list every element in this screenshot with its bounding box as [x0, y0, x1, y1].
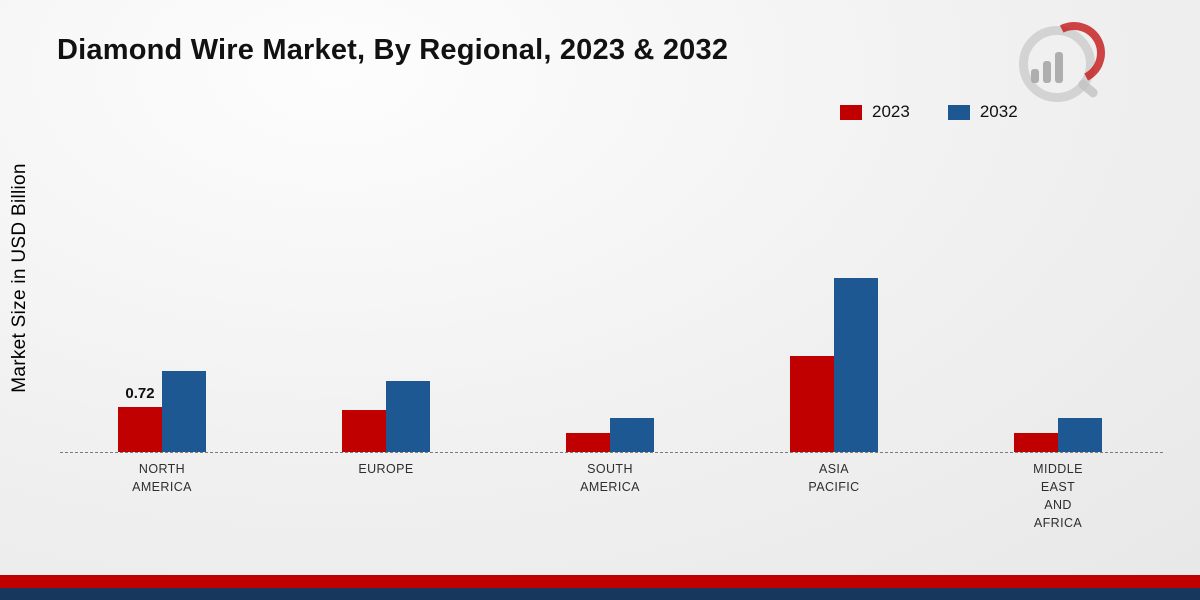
logo-ring [1019, 26, 1095, 102]
bar-2032-south-america [610, 417, 654, 452]
legend: 2023 2032 [840, 102, 1018, 122]
category-label-asia-pacific: ASIA PACIFIC [808, 462, 860, 495]
chart-title: Diamond Wire Market, By Regional, 2023 &… [57, 34, 729, 66]
category-label-south-america: SOUTH AMERICA [580, 462, 640, 495]
value-label-2023-north-america: 0.72 [125, 385, 155, 403]
legend-label-2023: 2023 [872, 102, 910, 121]
footer-navy-stripe [0, 588, 1200, 600]
legend-item-2032: 2032 [947, 102, 1018, 122]
bar-2023-europe [342, 409, 386, 452]
footer-red-stripe [0, 575, 1200, 588]
logo-bar-icon [1043, 61, 1051, 83]
market-research-logo [985, 13, 1114, 107]
logo-bar-icon [1055, 52, 1063, 83]
category-label-north-america: NORTH AMERICA [132, 462, 192, 495]
bar-2023-north-america [118, 407, 162, 452]
legend-label-2032: 2032 [979, 102, 1018, 121]
x-axis-line [60, 452, 1163, 453]
bar-2032-asia-pacific [834, 278, 878, 452]
logo-bar-icon [1031, 69, 1039, 83]
bar-2023-south-america [566, 433, 610, 452]
legend-swatch-2032 [947, 104, 970, 120]
category-label-middle-east-and-africa: MIDDLE EAST AND AFRICA [1033, 462, 1083, 531]
legend-item-2023: 2023 [840, 102, 910, 122]
category-label-europe: EUROPE [358, 462, 414, 476]
bar-2023-middle-east-and-africa [1014, 433, 1058, 452]
bar-2032-europe [386, 380, 430, 452]
bar-2032-north-america [162, 371, 206, 452]
bar-2032-middle-east-and-africa [1058, 417, 1102, 452]
bar-2023-asia-pacific [790, 355, 834, 452]
legend-swatch-2023 [840, 104, 862, 120]
